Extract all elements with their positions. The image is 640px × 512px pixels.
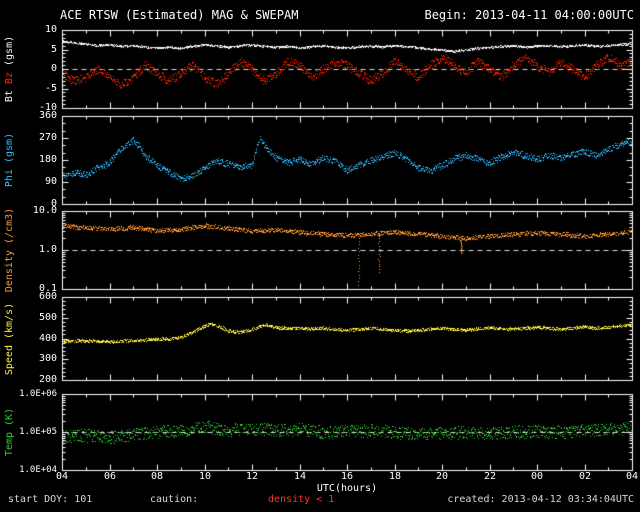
y-tick-label: 1.0E+06 xyxy=(19,389,57,399)
x-tick-label: 00 xyxy=(530,471,544,482)
y-tick-label: 200 xyxy=(38,374,57,385)
begin-timestamp: Begin: 2013-04-11 04:00:00UTC xyxy=(424,8,634,22)
axis-label-segment: Density (/cm3) xyxy=(4,207,15,293)
x-tick-label: 16 xyxy=(340,471,354,482)
y-tick-label: 0 xyxy=(50,198,57,209)
y-tick-label: 180 xyxy=(38,154,57,165)
y-tick-label: 400 xyxy=(38,333,57,344)
y-tick-label: 10.0 xyxy=(32,205,57,216)
x-tick-label: 06 xyxy=(103,471,117,482)
panel-axis-label-temp: Temp (K) xyxy=(4,407,15,457)
panel-axis-label-phi: Phi (gsm) xyxy=(4,132,15,188)
x-axis-title: UTC(hours) xyxy=(316,483,378,494)
x-tick-label: 12 xyxy=(245,471,259,482)
y-tick-label: 10 xyxy=(44,24,57,35)
x-tick-label: 08 xyxy=(150,471,164,482)
axis-label-segment: Bz xyxy=(4,72,15,85)
caution-value: density < 1 xyxy=(268,494,335,505)
axis-label-segment: Phi (gsm) xyxy=(4,132,15,188)
y-tick-label: 5 xyxy=(50,44,57,55)
x-tick-label: 04 xyxy=(55,471,69,482)
axis-label-segment: Bt xyxy=(4,84,15,103)
panel-axis-label-density: Density (/cm3) xyxy=(4,207,15,293)
y-tick-label: 1.0E+04 xyxy=(19,465,57,475)
y-tick-label: -5 xyxy=(44,83,57,94)
x-tick-label: 10 xyxy=(198,471,212,482)
y-tick-label: 300 xyxy=(38,353,57,364)
caution-label: caution: xyxy=(150,494,199,505)
y-tick-label: 1.0 xyxy=(38,244,57,255)
start-doy-label: start DOY: 101 xyxy=(8,494,93,505)
y-tick-label: 1.0E+05 xyxy=(19,427,57,437)
plot-title: ACE RTSW (Estimated) MAG & SWEPAM xyxy=(60,8,299,22)
y-tick-label: 0 xyxy=(50,63,57,74)
y-tick-label: 90 xyxy=(44,176,57,187)
y-tick-label: 360 xyxy=(38,110,57,121)
axis-label-segment: Speed (km/s) xyxy=(4,302,15,375)
y-tick-label: 0.1 xyxy=(38,283,57,294)
panel-axis-label-mag: Bt Bz (gsm) xyxy=(4,35,15,103)
x-tick-label: 14 xyxy=(293,471,307,482)
x-tick-label: 20 xyxy=(435,471,449,482)
x-tick-label: 04 xyxy=(625,471,639,482)
x-tick-label: 22 xyxy=(483,471,497,482)
axis-label-segment: (gsm) xyxy=(4,35,15,73)
y-tick-label: 270 xyxy=(38,132,57,143)
x-tick-label: 02 xyxy=(578,471,592,482)
y-tick-label: -10 xyxy=(38,102,57,113)
panel-axis-label-speed: Speed (km/s) xyxy=(4,302,15,375)
x-tick-label: 18 xyxy=(388,471,402,482)
created-timestamp: created: 2013-04-12 03:34:04UTC xyxy=(447,494,634,505)
y-tick-label: 500 xyxy=(38,312,57,323)
axis-label-segment: Temp (K) xyxy=(4,407,15,457)
y-tick-label: 600 xyxy=(38,291,57,302)
